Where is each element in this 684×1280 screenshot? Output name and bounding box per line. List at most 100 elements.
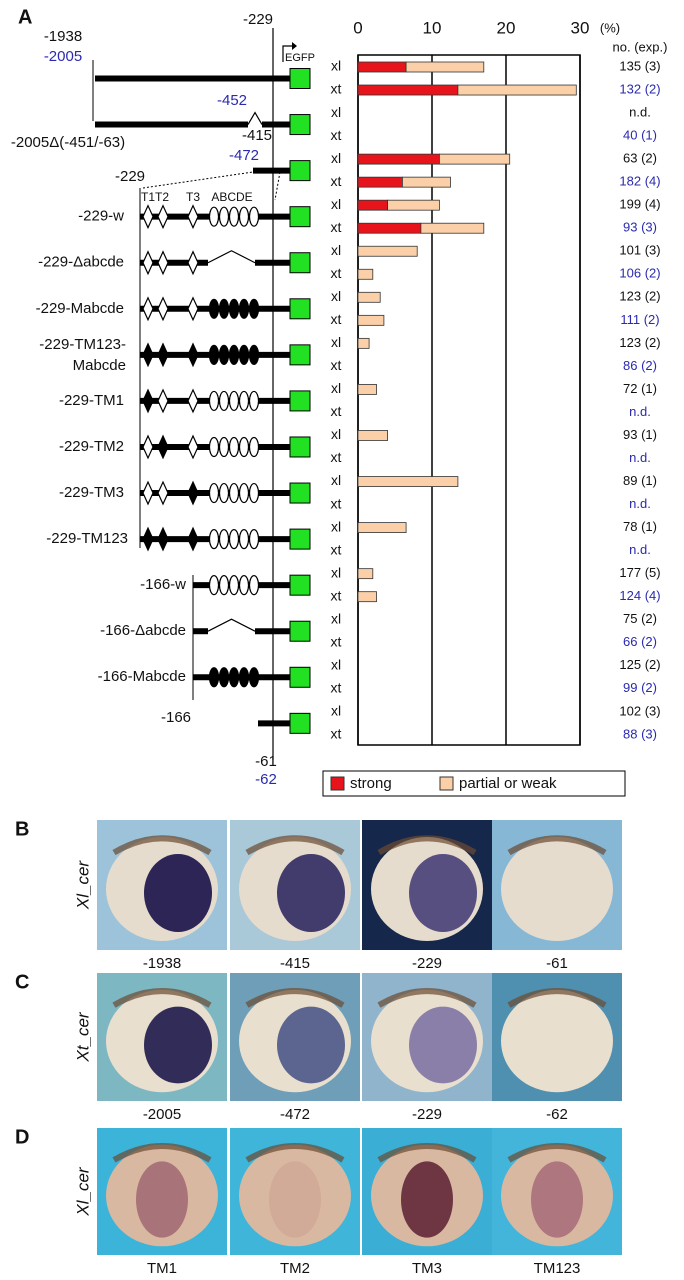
element-abcde [248, 667, 260, 688]
row-label: xl [331, 656, 341, 672]
row-label: xt [331, 587, 342, 603]
deletion [247, 111, 263, 125]
diagram-label: -229-Δabcde [38, 254, 124, 271]
bar-segment [357, 84, 459, 96]
element-abcde [228, 575, 240, 596]
element-abcde [208, 528, 220, 550]
egfp-box [289, 574, 311, 596]
element-t [157, 526, 169, 552]
egfp-box [289, 390, 311, 412]
diagram-label: -1938 [44, 28, 82, 45]
row-label: xl [331, 426, 341, 442]
bar-segment [357, 314, 385, 326]
diagram-label: Mabcde [73, 357, 126, 374]
photo-caption: -2005 [143, 1106, 181, 1123]
embryo-rim [245, 988, 345, 1008]
diagram-label: -472 [229, 147, 259, 164]
panel-label: C [15, 971, 29, 993]
count-label: n.d. [629, 404, 651, 419]
row-label: xt [331, 726, 342, 742]
element-t [142, 388, 154, 414]
photo-caption: -229 [412, 955, 442, 972]
count-label: 106 (2) [619, 266, 660, 281]
count-label: 177 (5) [619, 565, 660, 580]
stain [409, 1006, 477, 1084]
diagram-label: -452 [217, 92, 247, 109]
egfp-box [289, 206, 311, 228]
element-t [187, 250, 199, 276]
bar-segment [405, 61, 485, 73]
count-label: 99 (2) [623, 680, 657, 695]
element-t [187, 204, 199, 230]
element-abcde [208, 206, 220, 227]
element-abcde [238, 482, 250, 504]
row-label: xl [331, 610, 341, 626]
element-t [187, 480, 199, 506]
element-abcde [218, 344, 230, 365]
element-abcde [208, 436, 220, 458]
row-label: xt [331, 495, 342, 511]
count-label: n.d. [629, 542, 651, 557]
element-abcde [208, 390, 220, 412]
element-abcde [228, 206, 240, 227]
element-t [142, 480, 154, 506]
bar-segment [357, 199, 389, 211]
row-label: xl [331, 104, 341, 120]
row-label: xl [331, 564, 341, 580]
element-abcde [228, 344, 240, 365]
diagram-label: T1T2 [141, 190, 169, 204]
count-label: 199 (4) [619, 197, 660, 212]
embryo-rim [507, 1143, 607, 1163]
embryo-rim [112, 1143, 212, 1163]
x-tick-label: 10 [423, 18, 442, 37]
element-abcde [238, 575, 250, 596]
bar-segment [457, 84, 577, 96]
element-abcde [248, 344, 260, 365]
panel-label: D [15, 1126, 29, 1148]
element-t [187, 342, 199, 368]
count-label: 40 (1) [623, 128, 657, 143]
egfp-box [289, 666, 311, 688]
legend-label: strong [350, 775, 392, 792]
legend-box [322, 770, 626, 797]
element-t [142, 526, 154, 552]
row-label: xl [331, 196, 341, 212]
egfp-box [289, 160, 311, 182]
element-t [157, 480, 169, 506]
count-label: n.d. [629, 104, 651, 119]
element-abcde [248, 390, 260, 412]
row-label: xt [331, 219, 342, 235]
row-label: xt [331, 311, 342, 327]
row-label: xt [331, 173, 342, 189]
count-label: 89 (1) [623, 473, 657, 488]
embryo-rim [507, 988, 607, 1008]
count-label: 63 (2) [623, 151, 657, 166]
egfp-box [289, 528, 311, 550]
element-abcde [208, 298, 220, 319]
element-abcde [208, 667, 220, 688]
element-t [157, 204, 169, 230]
bar-segment [357, 245, 418, 257]
element-abcde [238, 206, 250, 227]
gene-label: Xt_cer [73, 1011, 92, 1062]
count-label: 132 (2) [619, 81, 660, 96]
element-t [187, 434, 199, 460]
count-label: 101 (3) [619, 243, 660, 258]
stain [401, 1161, 453, 1238]
element-t [187, 526, 199, 552]
diagram-label: -229-w [78, 208, 124, 225]
legend-swatch [330, 776, 345, 791]
bar-segment [357, 153, 440, 165]
row-label: xl [331, 150, 341, 166]
embryo-rim [112, 988, 212, 1008]
diagram-label: -229 [243, 11, 273, 28]
stain [277, 854, 345, 932]
diagram-label: -62 [255, 771, 277, 788]
diagram-label: -2005Δ(-451/-63) [11, 134, 125, 151]
diagram-label: T3 [186, 190, 200, 204]
element-abcde [248, 436, 260, 458]
row-label: xl [331, 472, 341, 488]
row-label: xt [331, 541, 342, 557]
row-label: xl [331, 58, 341, 74]
element-abcde [208, 482, 220, 504]
